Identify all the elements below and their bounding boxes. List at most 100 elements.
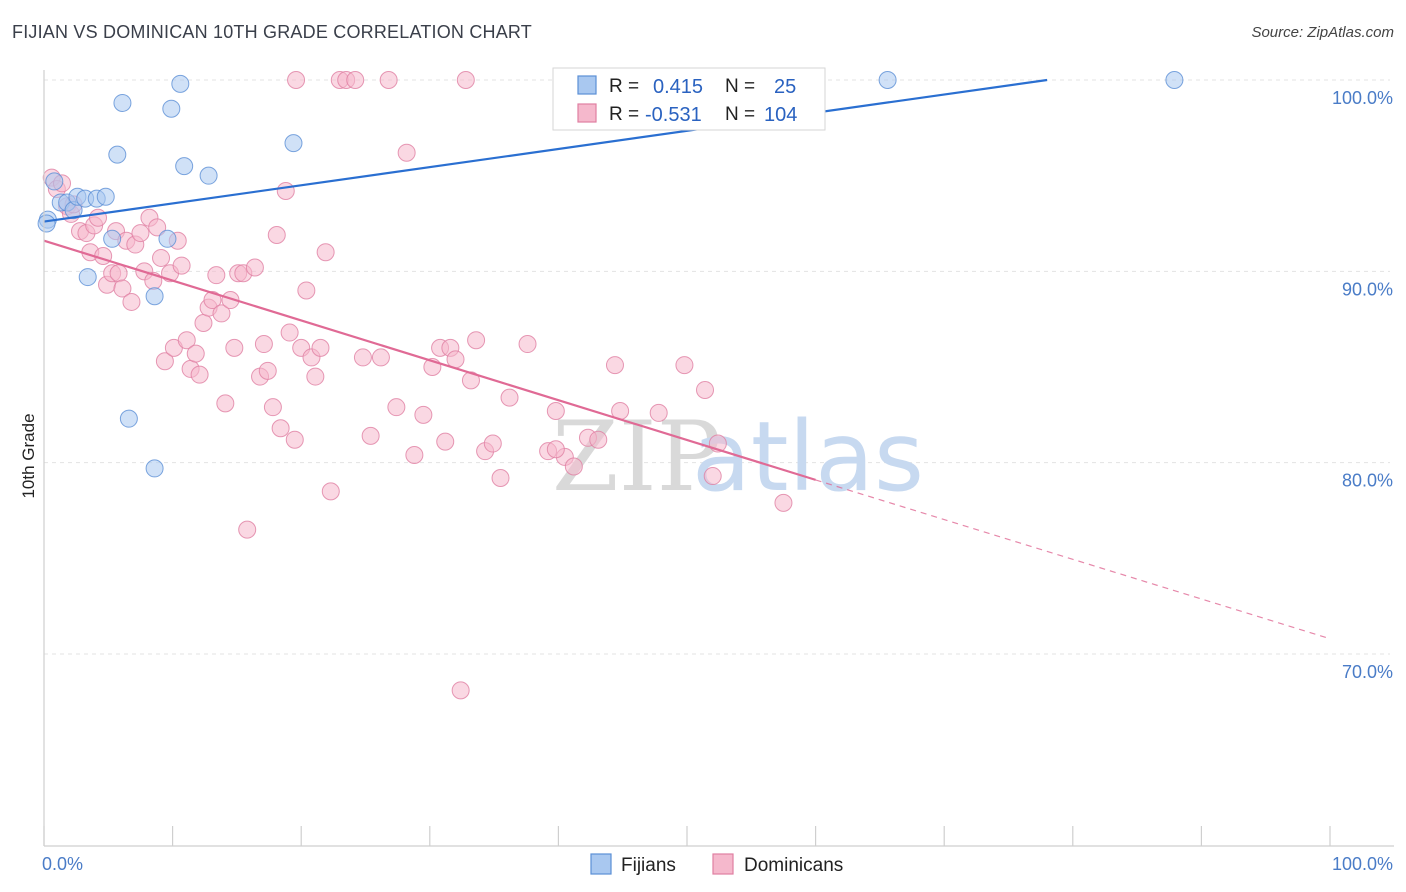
- fijians-r-label: R =: [609, 76, 639, 97]
- fijians-n-value: 25: [774, 76, 796, 98]
- dominican-point: [148, 218, 167, 237]
- dominicans-n-value: 104: [764, 104, 797, 126]
- dominican-point: [216, 394, 235, 413]
- dominican-point: [285, 430, 304, 449]
- fijian-point: [162, 99, 181, 118]
- dominican-point: [456, 71, 475, 89]
- fijian-point: [96, 187, 115, 206]
- dominican-point: [500, 388, 519, 407]
- x-tick-label: 100.0%: [1332, 854, 1393, 874]
- dominican-point: [194, 313, 213, 332]
- dominican-point: [414, 405, 433, 424]
- dominicans-n-label: N =: [725, 104, 755, 125]
- dominican-point: [696, 380, 715, 399]
- fijian-point: [145, 459, 164, 478]
- dominican-point: [311, 338, 330, 357]
- dominicans-trend-extension: [815, 479, 1331, 640]
- trend-layer: [43, 78, 1331, 640]
- dominican-point: [379, 71, 398, 89]
- dominican-point: [238, 520, 257, 539]
- dominican-point: [461, 371, 480, 390]
- dominican-point: [451, 681, 470, 700]
- dominicans-r-value: -0.531: [645, 104, 702, 126]
- dominican-point: [276, 181, 295, 200]
- fijian-point: [78, 268, 97, 287]
- fijian-point: [158, 229, 177, 248]
- points-layer: [37, 71, 1184, 700]
- dominican-point: [353, 348, 372, 367]
- dominican-point: [605, 356, 624, 375]
- legend-fijians-swatch: [590, 853, 612, 875]
- dominican-point: [321, 482, 340, 501]
- dominican-point: [177, 331, 196, 350]
- dominican-point: [109, 264, 128, 283]
- dominican-point: [387, 398, 406, 417]
- fijian-point: [175, 157, 194, 176]
- dominican-point: [122, 292, 141, 311]
- fijians-n-label: N =: [725, 76, 755, 97]
- dominican-point: [361, 426, 380, 445]
- dominican-point: [131, 224, 150, 243]
- watermark-atlas: atlas: [692, 401, 924, 513]
- fijian-point: [1165, 71, 1184, 89]
- fijians-r-value: 0.415: [653, 76, 703, 98]
- legend-dominicans-swatch: [712, 853, 734, 875]
- dominican-point: [405, 446, 424, 465]
- y-tick-label: 80.0%: [1342, 471, 1393, 491]
- dominican-point: [371, 348, 390, 367]
- dominican-point: [546, 402, 565, 421]
- dominican-point: [267, 225, 286, 244]
- y-axis-label: 10th Grade: [19, 413, 38, 498]
- fijian-point: [171, 74, 190, 93]
- chart-title: FIJIAN VS DOMINICAN 10TH GRADE CORRELATI…: [12, 22, 532, 42]
- fijian-point: [108, 145, 127, 164]
- dominican-point: [518, 335, 537, 354]
- dominican-point: [271, 419, 290, 438]
- fijian-point: [878, 71, 897, 89]
- dominican-point: [397, 143, 416, 162]
- dominican-point: [186, 344, 205, 363]
- dominican-point: [436, 432, 455, 451]
- stats-legend: R = 0.415 N = 25 R = -0.531 N = 104: [552, 67, 826, 131]
- dominicans-r-label: R =: [609, 104, 639, 125]
- dominican-point: [113, 279, 132, 298]
- dominican-point: [703, 467, 722, 486]
- dominican-point: [346, 71, 365, 89]
- dominican-point: [172, 256, 191, 275]
- dominican-point: [203, 291, 222, 310]
- fijian-point: [45, 172, 64, 191]
- fijian-point: [145, 287, 164, 306]
- x-tick-label: 0.0%: [42, 854, 83, 874]
- dominican-point: [207, 266, 226, 285]
- y-tick-label: 90.0%: [1342, 279, 1393, 299]
- grid-layer: [44, 79, 1390, 655]
- legend-dominicans-label: Dominicans: [744, 855, 843, 876]
- dominican-point: [155, 352, 174, 371]
- fijian-point: [199, 166, 218, 185]
- dominican-point: [245, 258, 264, 277]
- fijian-point: [284, 134, 303, 153]
- dominican-point: [491, 468, 510, 487]
- dominican-point: [675, 356, 694, 375]
- fijian-point: [103, 229, 122, 248]
- watermark-zip: ZIP: [552, 401, 721, 513]
- legend-fijians-label: Fijians: [621, 855, 676, 876]
- dominicans-trend-line: [43, 239, 816, 481]
- fijian-point: [119, 409, 138, 428]
- stats-legend-box: [552, 67, 826, 131]
- y-tick-label: 100.0%: [1332, 88, 1393, 108]
- dominicans-swatch: [577, 103, 597, 123]
- dominican-point: [483, 434, 502, 453]
- fijian-point: [113, 93, 132, 112]
- dominican-point: [649, 403, 668, 422]
- dominican-point: [152, 248, 171, 267]
- dominican-point: [316, 243, 335, 262]
- series-legend: Fijians Dominicans: [590, 853, 843, 876]
- dominican-point: [287, 71, 306, 89]
- fijians-trend-line: [43, 78, 1048, 223]
- dominican-point: [89, 208, 108, 227]
- source-label: Source: ZipAtlas.com: [1251, 24, 1394, 41]
- dominican-point: [297, 281, 316, 300]
- dominican-point: [306, 367, 325, 386]
